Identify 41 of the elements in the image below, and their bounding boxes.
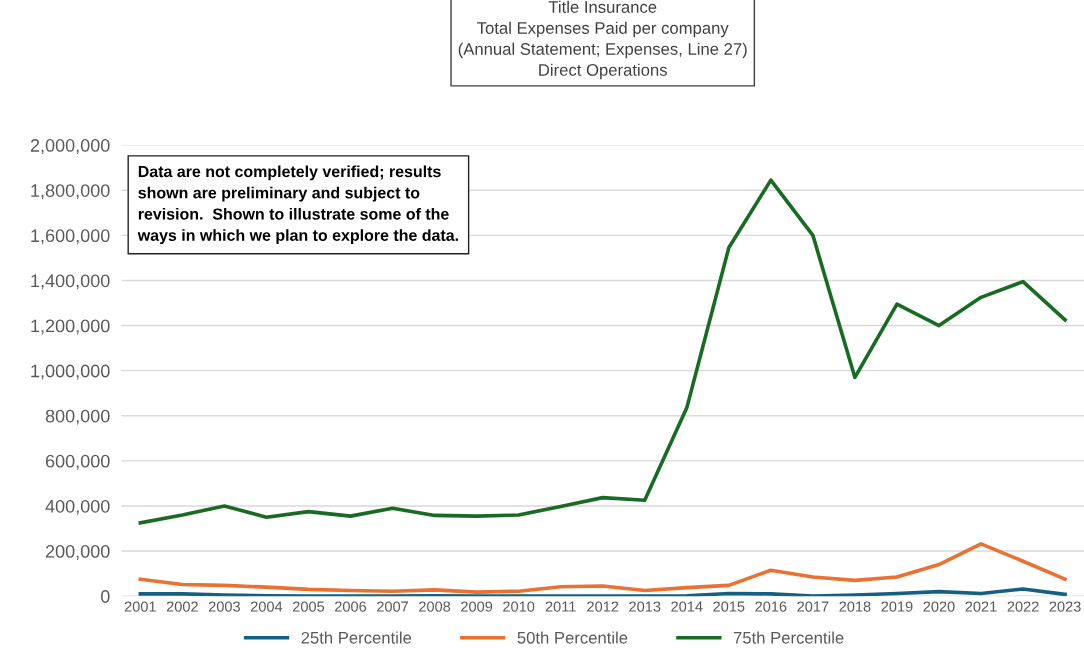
- y-tick-label: 0: [100, 590, 110, 603]
- x-tick-label: 2012: [587, 601, 619, 612]
- line-series: [138, 587, 1067, 597]
- x-tick-label: 2020: [923, 601, 955, 612]
- x-tick-label: 2001: [124, 601, 156, 612]
- x-tick-label: 2003: [208, 601, 240, 612]
- chart-title: Title Insurance Total Expenses Paid per company (Annual Statement; Expenses, Line 27) Direct Operations: [458, 0, 747, 80]
- y-tick-label: 1,200,000: [31, 319, 110, 335]
- y-tick-label: 200,000: [45, 544, 110, 560]
- y-tick-label: 800,000: [45, 409, 110, 425]
- x-tick-label: 2002: [166, 601, 198, 612]
- y-tick-label: 1,600,000: [31, 229, 110, 245]
- x-tick-label: 2007: [377, 601, 409, 612]
- x-tick-label: 2022: [1007, 601, 1039, 612]
- x-tick-label: 2019: [881, 601, 913, 612]
- legend-label: 25th Percentile: [301, 631, 412, 644]
- x-tick-label: 2018: [839, 601, 871, 612]
- x-tick-label: 2015: [713, 601, 745, 612]
- x-tick-label: 2006: [335, 601, 367, 612]
- y-tick-label: 400,000: [45, 499, 110, 515]
- x-tick-label: 2023: [1049, 601, 1081, 612]
- x-tick-label: 2021: [965, 601, 997, 612]
- x-tick-label: 2010: [503, 601, 535, 612]
- x-tick-label: 2016: [755, 601, 787, 612]
- legend-label: 75th Percentile: [733, 631, 844, 644]
- x-tick-label: 2004: [250, 601, 283, 612]
- line-series: [138, 542, 1067, 594]
- x-tick-label: 2011: [545, 601, 576, 612]
- x-tick-label: 2014: [671, 601, 703, 612]
- y-tick-label: 1,000,000: [31, 364, 110, 380]
- x-tick-label: 2008: [419, 601, 451, 612]
- y-tick-label: 1,400,000: [31, 274, 110, 290]
- x-tick-label: 2009: [461, 601, 493, 612]
- x-tick-label: 2005: [292, 601, 325, 612]
- annotation: Data are not completely verified; results shown are preliminary and subject to revision. Shown to illustrate some of the ways in which we plan to explore the data.: [137, 165, 458, 245]
- x-tick-label: 2017: [797, 601, 829, 612]
- legend-label: 50th Percentile: [517, 631, 628, 644]
- y-tick-label: 1,800,000: [31, 184, 110, 200]
- x-tick-label: 2013: [629, 601, 661, 612]
- y-tick-label: 600,000: [45, 454, 110, 470]
- y-tick-label: 2,000,000: [30, 139, 110, 154]
